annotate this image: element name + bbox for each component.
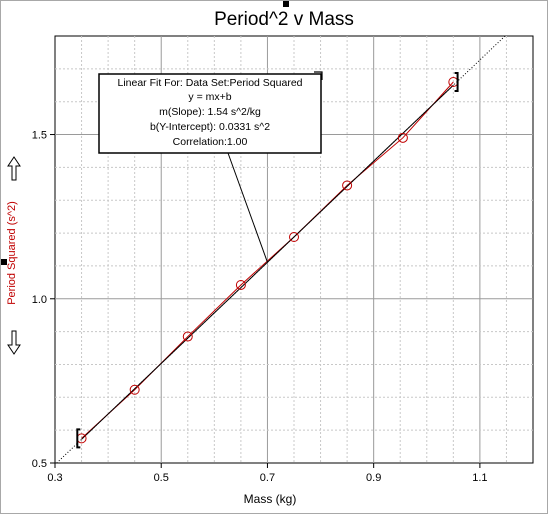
annotation-leader-line bbox=[227, 152, 268, 263]
y-axis-label: Period Squared (s^2) bbox=[6, 201, 18, 305]
data-point bbox=[235, 279, 246, 290]
data-point bbox=[182, 331, 193, 342]
x-axis-label: Mass (kg) bbox=[244, 492, 297, 506]
annotation-line-3: m(Slope): 1.54 s^2/kg bbox=[159, 106, 261, 118]
y-tick-label: 0.5 bbox=[32, 458, 47, 470]
linear-fit-annotation[interactable]: Linear Fit For: Data Set:Period Squared … bbox=[98, 71, 323, 263]
data-point bbox=[129, 384, 140, 395]
right-range-bracket bbox=[454, 71, 459, 92]
annotation-line-4: b(Y-Intercept): 0.0331 s^2 bbox=[150, 121, 270, 133]
x-tick-label: 0.9 bbox=[366, 472, 381, 484]
annotation-line-5: Correlation:1.00 bbox=[173, 136, 248, 148]
data-point bbox=[289, 232, 299, 243]
left-resize-handle[interactable] bbox=[1, 259, 7, 265]
hollow-down-arrow-icon[interactable] bbox=[7, 330, 21, 355]
chart-title: Period^2 v Mass bbox=[214, 9, 354, 30]
data-point bbox=[397, 132, 408, 143]
data-points bbox=[76, 76, 459, 444]
selection-brackets[interactable] bbox=[76, 71, 459, 449]
hollow-up-arrow-icon[interactable] bbox=[7, 156, 21, 181]
grid bbox=[55, 36, 533, 463]
data-point bbox=[342, 180, 353, 191]
tick-labels: 0.3 0.5 0.7 0.9 1.10.51.01.5 bbox=[32, 130, 488, 484]
top-resize-handle[interactable] bbox=[283, 1, 289, 7]
annotation-corner-icon[interactable] bbox=[314, 71, 323, 80]
x-tick-label: 0.5 bbox=[154, 472, 169, 484]
annotation-box bbox=[98, 73, 322, 154]
x-tick-label: 0.7 bbox=[260, 472, 275, 484]
y-tick-label: 1.0 bbox=[32, 294, 47, 306]
annotation-line-2: y = mx+b bbox=[188, 91, 231, 103]
x-tick-label: 0.3 bbox=[47, 472, 62, 484]
y-tick-label: 1.5 bbox=[32, 130, 47, 142]
annotation-line-1: Linear Fit For: Data Set:Period Squared bbox=[117, 77, 302, 89]
left-range-bracket bbox=[76, 428, 81, 449]
x-tick-label: 1.1 bbox=[472, 472, 487, 484]
